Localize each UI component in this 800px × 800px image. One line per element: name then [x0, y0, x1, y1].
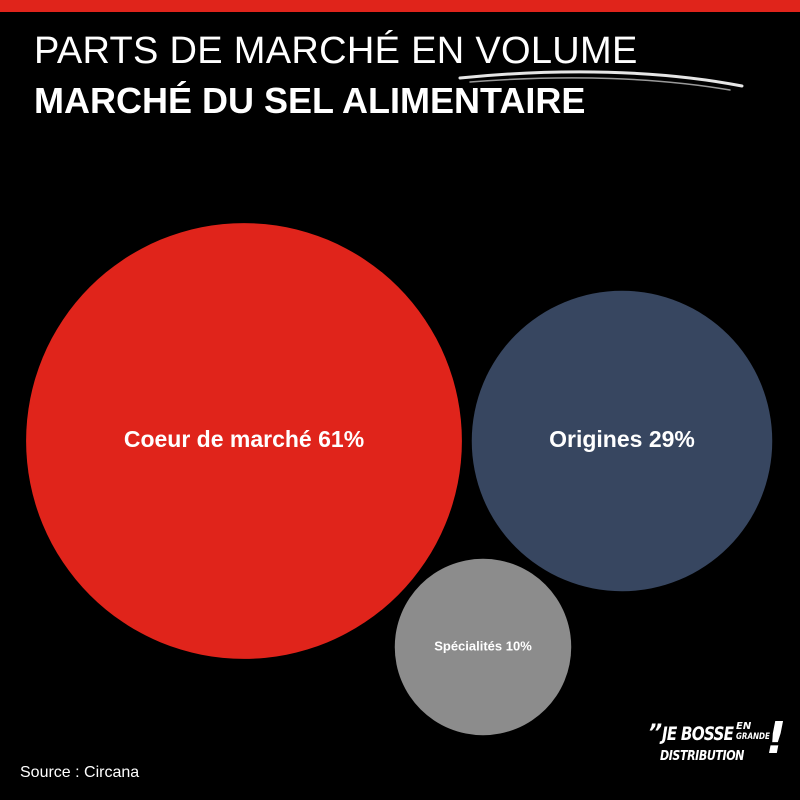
brand-logo: ” JE BOSSE EN GRANDE DISTRIBUTION !: [648, 713, 786, 771]
logo-quote: ”: [648, 721, 663, 746]
logo-exclamation: !: [766, 713, 787, 764]
bubble-2: [471, 290, 773, 592]
bubble-label-3: Spécialités 10%: [434, 638, 532, 653]
logo-line2: DISTRIBUTION: [660, 749, 744, 764]
bubble-3: [394, 558, 572, 736]
chart-title: PARTS DE MARCHÉ EN VOLUME: [34, 30, 638, 72]
logo-grande: GRANDE: [736, 732, 770, 742]
top-accent-bar: [0, 0, 800, 12]
chart-subtitle: MARCHÉ DU SEL ALIMENTAIRE: [34, 80, 586, 121]
logo-line1: JE BOSSE: [662, 723, 734, 745]
bubble-1: [26, 223, 462, 659]
logo-en: EN: [736, 721, 752, 732]
bubble-label-1: Coeur de marché 61%: [124, 426, 364, 452]
source-note: Source : Circana: [20, 764, 140, 781]
bubble-label-2: Origines 29%: [549, 426, 695, 452]
brush-stroke-decoration: [458, 70, 744, 91]
